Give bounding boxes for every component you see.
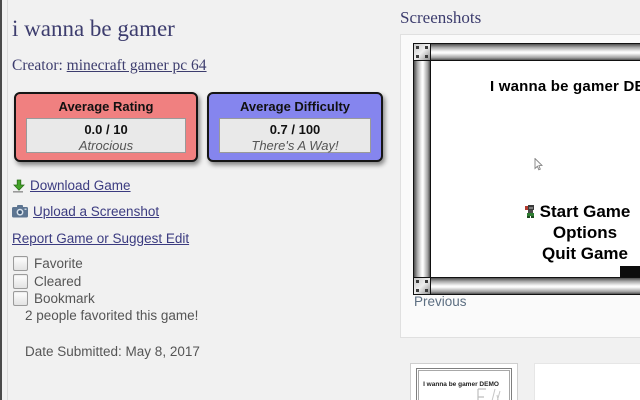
cleared-row: Cleared [13,274,81,289]
download-game-link[interactable]: Download Game [30,178,131,193]
screenshots-heading: Screenshots [400,8,482,27]
window-left-edge [0,0,2,400]
favorite-checkbox[interactable] [13,256,28,271]
favorite-label: Favorite [34,256,83,271]
difficulty-header: Average Difficulty [239,99,351,114]
screenshot-game-title: I wanna be gamer DEMO [490,78,640,95]
average-rating-box: Average Rating 0.0 / 10 Atrocious [14,92,198,162]
thumbnail-sketch [475,387,503,400]
creator-line: Creator: minecraft gamer pc 64 [12,57,207,75]
screenshot-menu: Start Game Options Quit Game [495,201,640,264]
download-arrow-icon [12,179,26,193]
report-game-link[interactable]: Report Game or Suggest Edit [12,231,190,246]
main-screenshot-image[interactable]: I wanna be gamer DEMO Start Game Options… [413,43,640,295]
bookmark-checkbox[interactable] [13,291,28,306]
report-row: Report Game or Suggest Edit [12,231,189,246]
mouse-cursor-icon [534,157,544,176]
difficulty-descriptor: There's A Way! [251,138,339,153]
rating-header: Average Rating [58,99,154,114]
cleared-checkbox[interactable] [13,274,28,289]
creator-label: Creator: [12,57,63,74]
difficulty-value: 0.7 / 100 [269,122,321,137]
difficulty-inner: 0.7 / 100 There's A Way! [219,118,371,153]
upload-screenshot-link[interactable]: Upload a Screenshot [33,204,160,219]
upload-row: Upload a Screenshot [12,204,159,219]
creator-link[interactable]: minecraft gamer pc 64 [66,57,207,74]
content-left-border [7,0,8,400]
download-row: Download Game [12,178,131,193]
average-difficulty-box: Average Difficulty 0.7 / 100 There's A W… [207,92,383,162]
screenshot-frame-corner-bottom [413,277,431,295]
rating-inner: 0.0 / 10 Atrocious [26,118,186,153]
menu-quit-game: Quit Game [542,244,628,263]
page-title: i wanna be gamer [12,16,175,41]
cleared-label: Cleared [34,274,82,289]
thumbnail-title: I wanna be gamer DEMO [423,381,499,388]
favorited-count-text: 2 people favorited this game! [25,308,199,323]
date-submitted-text: Date Submitted: May 8, 2017 [25,344,200,359]
screenshot-frame-left [413,43,431,295]
screenshot-thumbnail-2[interactable] [534,363,640,400]
favorite-row: Favorite [13,256,83,271]
bookmark-row: Bookmark [13,291,95,306]
screenshot-dark-block [620,266,640,277]
rating-descriptor: Atrocious [78,138,134,153]
menu-start-game: Start Game [539,202,631,221]
camera-icon [12,205,29,218]
screenshot-thumbnail-1[interactable]: I wanna be gamer DEMO [410,363,518,400]
rating-value: 0.0 / 10 [84,122,128,137]
thumbnail-frame: I wanna be gamer DEMO [416,368,512,400]
bookmark-label: Bookmark [34,291,95,306]
screenshot-frame-corner-top [413,43,431,61]
screenshot-frame-top [413,43,640,61]
previous-screenshot-button[interactable]: Previous [414,294,467,309]
screenshot-frame-bottom [413,277,640,295]
menu-options: Options [552,223,618,242]
kid-sprite-icon [525,205,536,224]
